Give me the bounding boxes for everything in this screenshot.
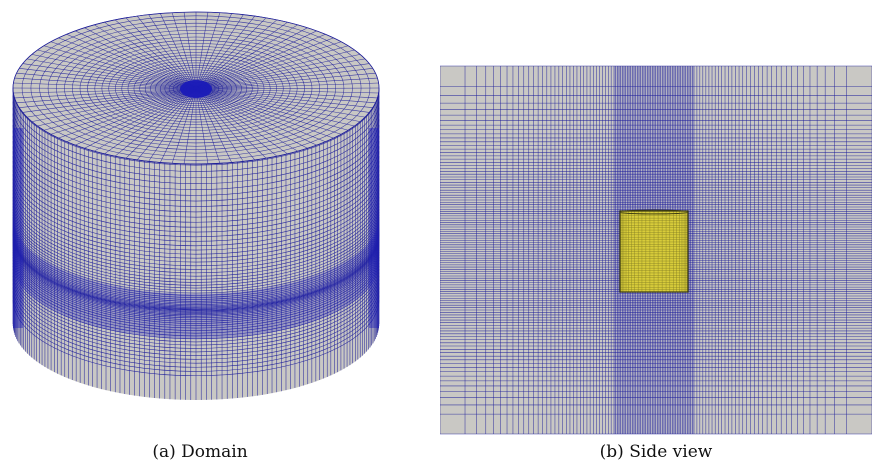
side-right-dense-edge: [369, 128, 379, 328]
side-horizontal-mesh-lines: [12, 87, 380, 377]
domain-mesh-3d: [12, 11, 380, 400]
top-center-dense-hub: [180, 80, 212, 98]
side-view-horizontal-lines: [440, 65, 872, 435]
panel-side-view: [440, 0, 872, 440]
side-left-dense-edge: [13, 128, 23, 328]
caption-domain: (a) Domain: [152, 442, 248, 462]
inner-cylinder-mesh: [620, 211, 688, 292]
side-view-mesh: [440, 65, 872, 435]
caption-side-view: (b) Side view: [599, 442, 713, 462]
inner-cylinder-top-cap: [619, 209, 689, 215]
side-dense-band: [13, 218, 379, 339]
panel-domain: [0, 0, 400, 440]
top-radial-mesh-lines: [12, 12, 380, 164]
top-ring-mesh-lines: [12, 11, 380, 165]
